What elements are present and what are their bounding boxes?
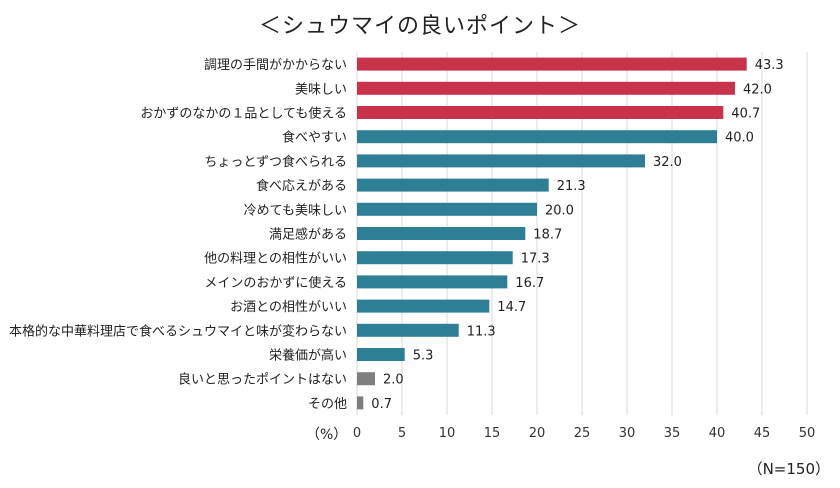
value-label: 21.3: [557, 179, 586, 194]
category-labels: 調理の手間がかからない美味しいおかずのなかの１品としても使える食べやすいちょっと…: [9, 58, 347, 412]
category-label: その他: [308, 397, 347, 412]
category-label: 冷めても美味しい: [244, 203, 347, 218]
x-tick-label: 5: [398, 426, 406, 441]
bar: [357, 396, 364, 410]
category-label: 良いと思ったポイントはない: [178, 372, 347, 388]
category-label: おかずのなかの１品としても使える: [140, 106, 347, 122]
value-label: 32.0: [653, 155, 682, 170]
bar: [357, 348, 405, 361]
category-label: 満足感がある: [269, 227, 347, 243]
value-label: 0.7: [371, 397, 392, 412]
x-tick-label: 15: [484, 426, 501, 441]
bar: [357, 154, 645, 168]
value-label: 5.3: [413, 349, 434, 364]
bar: [357, 178, 549, 192]
category-label: 美味しい: [295, 82, 347, 97]
category-label: 食べやすい: [282, 130, 347, 146]
bar: [357, 323, 459, 337]
bar: [357, 251, 513, 265]
category-label: メインのおかずに使える: [204, 275, 347, 291]
category-label: お酒との相性がいい: [230, 300, 347, 315]
bar: [357, 299, 490, 313]
chart-title: ＜シュウマイの良いポイント＞: [258, 14, 581, 39]
category-label: ちょっとずつ食べられる: [204, 154, 347, 170]
bar: [357, 202, 537, 216]
value-label: 40.7: [731, 107, 760, 122]
category-label: 食べ応えがある: [256, 178, 347, 194]
x-tick-label: 20: [529, 426, 546, 441]
bar: [357, 275, 508, 289]
bars: [357, 57, 747, 410]
bar: [357, 130, 717, 144]
value-label: 40.0: [725, 131, 754, 146]
bar: [357, 57, 747, 71]
category-label: 調理の手間がかからない: [204, 58, 347, 73]
bar: [357, 106, 724, 119]
bar: [357, 227, 526, 240]
sample-size-note: （N=150）: [747, 460, 830, 478]
x-axis-unit-label: （%）: [306, 427, 348, 443]
bar: [357, 372, 375, 386]
x-tick-label: 0: [353, 426, 361, 441]
value-labels: 43.3 42.0 40.7 40.0 32.0 21.3 20.0 18.7 17.3 16.7…: [371, 58, 783, 412]
category-label: 本格的な中華料理店で食べるシュウマイと味が変わらない: [9, 323, 347, 339]
x-tick-label: 50: [799, 426, 816, 441]
x-tick-label: 30: [619, 426, 636, 441]
category-label: 他の料理との相性がいい: [204, 252, 347, 267]
x-tick-labels: 0 5 10 15 20 25 30 35 40 45 50: [353, 426, 815, 441]
value-label: 17.3: [521, 252, 550, 267]
x-tick-label: 35: [664, 426, 681, 441]
value-label: 2.0: [383, 373, 404, 388]
x-tick-label: 40: [709, 426, 726, 441]
value-label: 14.7: [497, 300, 526, 315]
x-tick-label: 10: [439, 426, 456, 441]
value-label: 42.0: [743, 82, 772, 97]
value-label: 16.7: [515, 276, 544, 291]
category-label: 栄養価が高い: [269, 348, 347, 364]
value-label: 20.0: [545, 203, 574, 218]
value-label: 11.3: [467, 324, 496, 339]
bar: [357, 81, 735, 95]
value-label: 43.3: [755, 58, 784, 73]
x-tick-label: 45: [754, 426, 771, 441]
value-label: 18.7: [533, 228, 562, 243]
x-tick-label: 25: [574, 426, 591, 441]
